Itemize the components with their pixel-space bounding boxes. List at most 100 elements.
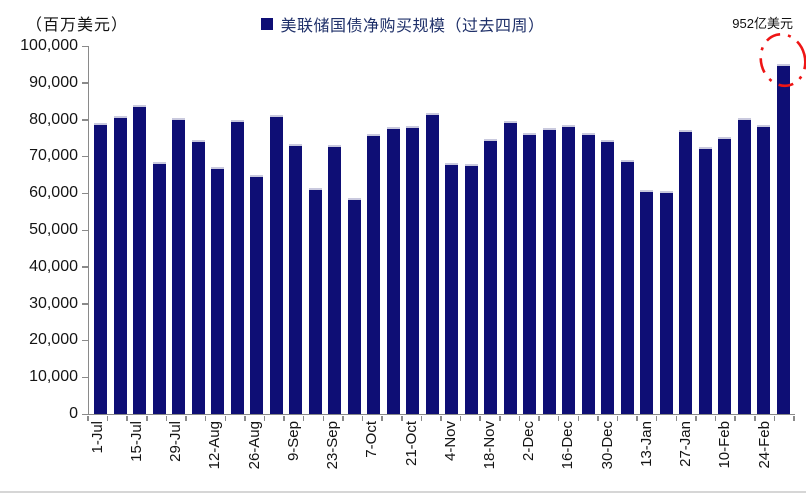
bar [425,113,439,414]
x-axis-tick-label: 18-Nov [481,421,499,470]
y-axis-tick-label: 50,000 [29,221,78,238]
x-axis-tick-label: 29-Jul [167,421,185,462]
y-axis-tick-mark [82,192,88,195]
x-axis-tick-label: 1-Jul [88,421,106,454]
bar [659,191,673,414]
bar-slot [423,113,443,414]
bar-slot [598,140,618,414]
bar-slot [189,140,209,414]
bar-slot [208,167,228,414]
x-axis-tick-mark [204,415,207,421]
bar-slot [735,118,755,414]
x-axis-tick-label: 4-Nov [441,421,459,462]
x-axis-tick-mark [185,415,187,421]
legend: 美联储国债净购买规模（过去四周） [0,12,806,36]
bar [308,188,322,414]
bar [250,175,264,414]
x-axis-tick-mark [655,415,658,421]
bar-slot [442,163,462,414]
bar-slot [286,144,306,414]
bar [367,134,381,414]
x-axis-tick-mark [557,415,560,421]
x-axis-tick-label: 26-Aug [245,421,263,470]
legend-label: 美联储国债净购买规模（过去四周） [280,18,545,35]
bar-slot [384,127,404,414]
y-axis-tick-label: 40,000 [29,257,78,275]
x-axis-tick-mark [773,415,776,421]
bar [620,160,634,414]
bar-slot [481,139,501,414]
bar [523,133,537,414]
bar [718,137,732,414]
x-axis-tick-label: 21-Oct [402,421,420,467]
bar-slot [462,164,482,414]
y-axis-tick-mark [82,155,88,158]
x-axis-tick-mark [224,415,227,421]
x-axis-tick-mark [322,415,325,421]
bar [542,128,556,414]
x-axis-tick-label: 12-Aug [206,421,224,470]
x-axis-tick-label: 27-Jan [677,421,695,467]
bar-slot [676,130,696,414]
y-axis-tick-label: 90,000 [29,73,78,91]
bar [191,140,205,414]
bar-slot [637,190,657,414]
bar [211,167,225,414]
bar-slot [618,160,638,414]
y-axis-tick-label: 70,000 [29,147,78,165]
bar [484,139,498,414]
y-axis-tick-mark [82,376,88,379]
x-axis-tick-label: 15-Jul [128,421,146,462]
y-axis-tick-mark [82,303,88,305]
bar-slot [540,128,560,414]
x-axis-tick-mark [793,415,795,421]
bar-slot [169,118,189,414]
bar [737,118,751,414]
bar-slot [520,133,540,414]
bar-slot [715,137,735,414]
x-axis-tick-label: 13-Jan [637,421,655,467]
x-axis-tick-mark [283,415,285,421]
x-axis-tick-mark [165,415,168,421]
bar-slot [696,147,716,414]
x-axis-tick-label: 30-Dec [598,421,616,470]
x-axis-tick-mark [518,415,521,421]
x-axis-tick-mark [577,415,580,421]
bar-slot [325,145,345,414]
bar-slot [364,134,384,414]
x-axis-tick-mark [302,415,305,421]
y-axis-tick-label: 0 [69,405,78,422]
bar-slot [111,116,131,414]
x-axis-tick-mark [636,415,638,421]
bar [172,118,186,414]
y-axis-tick-mark [82,413,88,415]
bars-container [89,46,795,414]
bar-slot [579,133,599,414]
bottom-divider [0,491,806,493]
x-axis-tick-mark [597,415,599,421]
x-axis-tick-label: 2-Dec [520,421,538,462]
bar [347,198,361,414]
bar-slot [501,121,521,414]
bar [113,116,127,414]
x-axis-tick-label: 10-Feb [716,421,734,469]
x-axis-tick-mark [126,415,128,421]
bar-slot [267,115,287,414]
bar-slot [150,162,170,414]
bar [445,163,459,414]
x-axis-tick-mark [342,415,344,421]
bar [230,120,244,414]
bar [406,126,420,414]
y-axis-tick-mark [82,266,88,268]
x-axis-tick-mark [146,415,148,421]
bar-slot [345,198,365,414]
x-axis-tick-label: 24-Feb [755,421,773,469]
bar [328,145,342,414]
bar-slot [754,125,774,414]
x-axis-tick-label: 16-Dec [559,421,577,470]
x-axis-tick-label: 23-Sep [324,421,342,470]
bar-slot [228,120,248,414]
y-axis-tick-mark [82,119,88,121]
x-axis-tick-label: 7-Oct [363,421,381,458]
